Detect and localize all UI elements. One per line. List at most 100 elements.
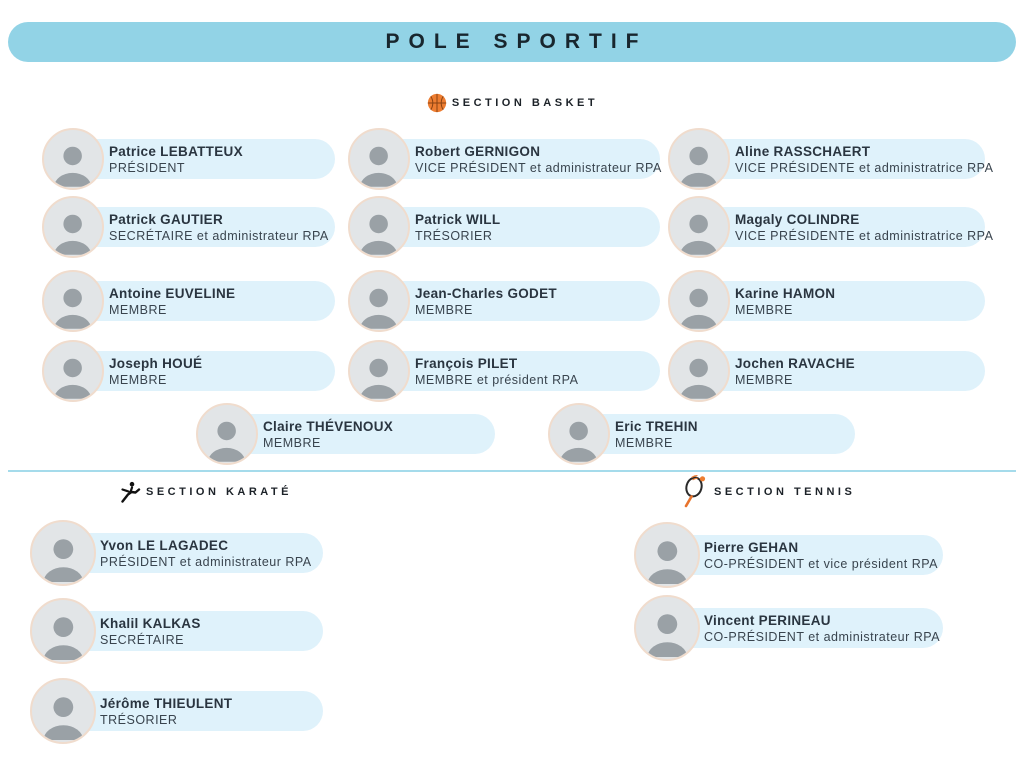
member-card: Jochen RAVACHE MEMBRE <box>668 340 998 402</box>
member-name: Vincent PERINEAU <box>704 612 831 628</box>
member-name: Patrice LEBATTEUX <box>109 143 243 159</box>
member-photo <box>348 340 410 402</box>
section-karate-label: SECTION KARATÉ <box>146 486 292 498</box>
member-card: Karine HAMON MEMBRE <box>668 270 998 332</box>
member-card: Joseph HOUÉ MEMBRE <box>42 340 372 402</box>
member-photo <box>548 403 610 465</box>
member-pill: Aline RASSCHAERT VICE PRÉSIDENTE et admi… <box>701 139 994 179</box>
member-card: Jean-Charles GODET MEMBRE <box>348 270 678 332</box>
member-pill: Patrick GAUTIER SECRÉTAIRE et administra… <box>75 207 335 247</box>
member-photo <box>348 270 410 332</box>
member-role: TRÉSORIER <box>415 228 493 243</box>
member-role: VICE PRÉSIDENTE et administratrice RPA <box>735 160 994 175</box>
member-card: Patrick WILL TRÉSORIER <box>348 196 678 258</box>
section-divider <box>8 470 1016 472</box>
member-card: Magaly COLINDRE VICE PRÉSIDENTE et admin… <box>668 196 998 258</box>
member-role: MEMBRE <box>263 435 321 450</box>
member-photo <box>30 598 96 664</box>
member-role: MEMBRE <box>415 302 473 317</box>
section-basket-label: SECTION BASKET <box>451 97 599 109</box>
member-pill: Karine HAMON MEMBRE <box>701 281 985 321</box>
member-role: MEMBRE <box>735 372 793 387</box>
member-card: Patrice LEBATTEUX PRÉSIDENT <box>42 128 372 190</box>
member-card: Yvon LE LAGADEC PRÉSIDENT et administrat… <box>30 520 360 586</box>
member-role: MEMBRE <box>615 435 673 450</box>
member-card: Khalil KALKAS SECRÉTAIRE <box>30 598 360 664</box>
member-name: François PILET <box>415 355 518 371</box>
member-pill: Jean-Charles GODET MEMBRE <box>381 281 660 321</box>
member-card: Eric TREHIN MEMBRE <box>548 403 878 465</box>
member-photo <box>668 340 730 402</box>
member-pill: Claire THÉVENOUX MEMBRE <box>229 414 495 454</box>
member-role: PRÉSIDENT et administrateur RPA <box>100 554 312 569</box>
member-name: Magaly COLINDRE <box>735 211 860 227</box>
member-photo <box>42 128 104 190</box>
member-name: Khalil KALKAS <box>100 615 201 631</box>
member-photo <box>634 522 700 588</box>
member-role: MEMBRE <box>109 372 167 387</box>
member-name: Eric TREHIN <box>615 418 698 434</box>
member-card: Claire THÉVENOUX MEMBRE <box>196 403 526 465</box>
member-role: SECRÉTAIRE <box>100 632 184 647</box>
page-title-banner: POLE SPORTIF <box>8 22 1016 62</box>
member-pill: Pierre GEHAN CO-PRÉSIDENT et vice présid… <box>670 535 943 575</box>
member-pill: Jérôme THIEULENT TRÉSORIER <box>66 691 323 731</box>
member-card: Antoine EUVELINE MEMBRE <box>42 270 372 332</box>
member-photo <box>348 196 410 258</box>
member-pill: Joseph HOUÉ MEMBRE <box>75 351 335 391</box>
member-pill: Patrice LEBATTEUX PRÉSIDENT <box>75 139 335 179</box>
member-name: Pierre GEHAN <box>704 539 799 555</box>
member-pill: Magaly COLINDRE VICE PRÉSIDENTE et admin… <box>701 207 994 247</box>
member-name: Jérôme THIEULENT <box>100 695 233 711</box>
member-name: Jean-Charles GODET <box>415 285 557 301</box>
member-card: Jérôme THIEULENT TRÉSORIER <box>30 678 360 744</box>
member-role: MEMBRE et président RPA <box>415 372 579 387</box>
section-basket-header: SECTION BASKET <box>0 92 1024 114</box>
member-photo <box>42 270 104 332</box>
member-role: TRÉSORIER <box>100 712 178 727</box>
member-photo <box>348 128 410 190</box>
member-pill: Eric TREHIN MEMBRE <box>581 414 855 454</box>
member-card: Vincent PERINEAU CO-PRÉSIDENT et adminis… <box>634 595 964 661</box>
member-card: Patrick GAUTIER SECRÉTAIRE et administra… <box>42 196 372 258</box>
member-pill: Khalil KALKAS SECRÉTAIRE <box>66 611 323 651</box>
member-name: Patrick GAUTIER <box>109 211 224 227</box>
tennis-icon <box>680 475 710 509</box>
member-pill: François PILET MEMBRE et président RPA <box>381 351 660 391</box>
karate-icon <box>118 480 142 504</box>
member-pill: Robert GERNIGON VICE PRÉSIDENT et admini… <box>381 139 662 179</box>
member-photo <box>196 403 258 465</box>
member-name: Yvon LE LAGADEC <box>100 537 229 553</box>
member-name: Patrick WILL <box>415 211 501 227</box>
member-card: Pierre GEHAN CO-PRÉSIDENT et vice présid… <box>634 522 964 588</box>
basketball-icon <box>426 92 448 114</box>
member-role: CO-PRÉSIDENT et administrateur RPA <box>704 629 941 644</box>
member-pill: Patrick WILL TRÉSORIER <box>381 207 660 247</box>
member-pill: Vincent PERINEAU CO-PRÉSIDENT et adminis… <box>670 608 943 648</box>
member-photo <box>42 196 104 258</box>
member-card: Aline RASSCHAERT VICE PRÉSIDENTE et admi… <box>668 128 998 190</box>
member-role: VICE PRÉSIDENT et administrateur RPA <box>415 160 662 175</box>
member-name: Aline RASSCHAERT <box>735 143 871 159</box>
member-role: CO-PRÉSIDENT et vice président RPA <box>704 556 938 571</box>
member-name: Claire THÉVENOUX <box>263 418 394 434</box>
member-card: François PILET MEMBRE et président RPA <box>348 340 678 402</box>
section-karate-header: SECTION KARATÉ <box>118 480 292 504</box>
member-photo <box>30 678 96 744</box>
member-name: Jochen RAVACHE <box>735 355 855 371</box>
member-name: Karine HAMON <box>735 285 836 301</box>
member-pill: Yvon LE LAGADEC PRÉSIDENT et administrat… <box>66 533 323 573</box>
member-photo <box>668 270 730 332</box>
member-pill: Jochen RAVACHE MEMBRE <box>701 351 985 391</box>
member-photo <box>30 520 96 586</box>
page-title: POLE SPORTIF <box>385 30 648 53</box>
section-tennis-label: SECTION TENNIS <box>714 486 856 498</box>
member-name: Robert GERNIGON <box>415 143 541 159</box>
member-photo <box>42 340 104 402</box>
section-tennis-header: SECTION TENNIS <box>680 475 855 509</box>
member-role: VICE PRÉSIDENTE et administratrice RPA <box>735 228 994 243</box>
member-card: Robert GERNIGON VICE PRÉSIDENT et admini… <box>348 128 678 190</box>
member-role: MEMBRE <box>109 302 167 317</box>
member-photo <box>634 595 700 661</box>
